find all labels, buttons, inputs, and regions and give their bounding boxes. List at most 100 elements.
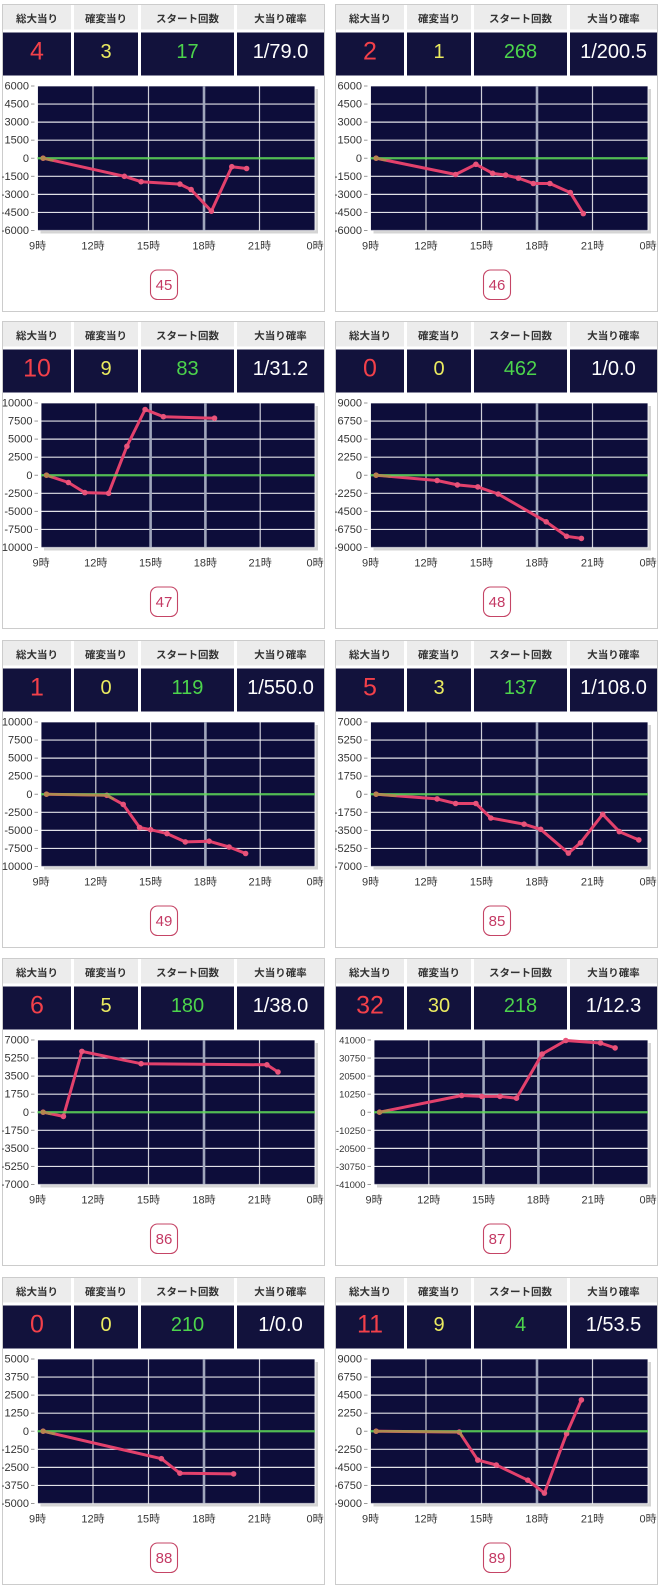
svg-text:-7500: -7500 xyxy=(4,524,32,536)
svg-text:-10000: -10000 xyxy=(2,861,33,873)
svg-text:17: 17 xyxy=(176,41,198,63)
svg-text:2500: 2500 xyxy=(8,771,32,783)
svg-text:-7000: -7000 xyxy=(2,1179,29,1191)
svg-text:1/0.0: 1/0.0 xyxy=(258,1314,302,1336)
svg-text:4: 4 xyxy=(30,38,44,66)
svg-text:-1250: -1250 xyxy=(2,1444,29,1456)
svg-text:-10250: -10250 xyxy=(336,1126,366,1137)
svg-text:12: 12 xyxy=(84,558,96,570)
svg-text:-30750: -30750 xyxy=(336,1162,366,1173)
svg-text:87: 87 xyxy=(489,1231,506,1248)
svg-text:1/0.0: 1/0.0 xyxy=(591,358,635,380)
svg-text:-5000: -5000 xyxy=(4,825,32,837)
svg-text:-3500: -3500 xyxy=(2,1143,29,1155)
svg-text:5: 5 xyxy=(100,995,111,1017)
svg-text:86: 86 xyxy=(156,1231,173,1248)
svg-text:-2500: -2500 xyxy=(4,488,32,500)
svg-text:-6750: -6750 xyxy=(335,524,362,536)
svg-text:-10000: -10000 xyxy=(2,542,33,554)
svg-text:9: 9 xyxy=(29,1514,35,1526)
svg-text:-3000: -3000 xyxy=(335,189,362,201)
svg-text:21: 21 xyxy=(582,1195,594,1207)
svg-text:49: 49 xyxy=(156,913,173,930)
svg-text:18: 18 xyxy=(525,241,537,253)
svg-text:15: 15 xyxy=(470,558,482,570)
svg-text:1500: 1500 xyxy=(338,135,362,147)
svg-text:9: 9 xyxy=(362,241,368,253)
svg-text:180: 180 xyxy=(171,995,204,1017)
svg-text:1750: 1750 xyxy=(338,771,362,783)
svg-text:0: 0 xyxy=(30,1311,44,1339)
svg-text:-1750: -1750 xyxy=(2,1125,29,1137)
svg-text:83: 83 xyxy=(176,358,198,380)
svg-text:10000: 10000 xyxy=(2,398,33,410)
svg-text:10: 10 xyxy=(23,355,51,383)
svg-text:2: 2 xyxy=(363,38,377,66)
svg-text:0: 0 xyxy=(100,1314,111,1336)
svg-text:0: 0 xyxy=(639,1514,645,1526)
svg-text:0: 0 xyxy=(639,558,645,570)
svg-text:4500: 4500 xyxy=(338,1390,362,1402)
svg-text:9: 9 xyxy=(100,358,111,380)
svg-text:5000: 5000 xyxy=(5,1354,29,1366)
svg-text:21: 21 xyxy=(581,877,593,889)
svg-text:-4500: -4500 xyxy=(335,207,362,219)
svg-text:21: 21 xyxy=(581,241,593,253)
svg-text:12: 12 xyxy=(414,1514,426,1526)
svg-text:0: 0 xyxy=(360,1108,365,1119)
svg-text:3750: 3750 xyxy=(5,1372,29,1384)
svg-text:-7000: -7000 xyxy=(335,861,362,873)
svg-text:47: 47 xyxy=(156,594,173,611)
svg-text:9: 9 xyxy=(362,877,368,889)
svg-text:12: 12 xyxy=(81,1514,93,1526)
svg-text:89: 89 xyxy=(489,1550,506,1567)
svg-text:0: 0 xyxy=(306,558,312,570)
svg-text:-9000: -9000 xyxy=(335,542,362,554)
svg-text:9: 9 xyxy=(32,558,38,570)
svg-text:-4500: -4500 xyxy=(2,207,29,219)
svg-text:1/79.0: 1/79.0 xyxy=(253,41,309,63)
svg-text:0: 0 xyxy=(26,470,32,482)
svg-text:3: 3 xyxy=(100,41,111,63)
svg-text:1/108.0: 1/108.0 xyxy=(580,677,647,699)
svg-text:15: 15 xyxy=(137,1514,149,1526)
svg-text:15: 15 xyxy=(137,1195,149,1207)
svg-text:0: 0 xyxy=(100,677,111,699)
svg-text:1: 1 xyxy=(433,41,444,63)
svg-text:-2250: -2250 xyxy=(335,488,362,500)
svg-text:2250: 2250 xyxy=(338,452,362,464)
svg-text:45: 45 xyxy=(156,277,173,294)
svg-text:21: 21 xyxy=(581,1514,593,1526)
svg-text:21: 21 xyxy=(581,558,593,570)
svg-text:10000: 10000 xyxy=(2,717,33,729)
svg-text:1/53.5: 1/53.5 xyxy=(586,1314,642,1336)
svg-text:7500: 7500 xyxy=(8,416,32,428)
svg-text:-6750: -6750 xyxy=(335,1480,362,1492)
svg-text:12: 12 xyxy=(414,877,426,889)
svg-text:9: 9 xyxy=(29,1195,35,1207)
svg-text:5000: 5000 xyxy=(8,434,32,446)
svg-text:0: 0 xyxy=(433,358,444,380)
svg-text:-5250: -5250 xyxy=(2,1161,29,1173)
svg-text:4500: 4500 xyxy=(338,434,362,446)
svg-text:218: 218 xyxy=(504,995,537,1017)
svg-text:2500: 2500 xyxy=(5,1390,29,1402)
svg-text:85: 85 xyxy=(489,913,506,930)
svg-text:3: 3 xyxy=(433,677,444,699)
svg-text:0: 0 xyxy=(23,153,29,165)
svg-text:7000: 7000 xyxy=(5,1035,29,1047)
svg-text:1/550.0: 1/550.0 xyxy=(247,677,314,699)
svg-text:0: 0 xyxy=(356,470,362,482)
svg-text:4500: 4500 xyxy=(5,99,29,111)
svg-text:3500: 3500 xyxy=(338,753,362,765)
svg-text:462: 462 xyxy=(504,358,537,380)
svg-text:21: 21 xyxy=(248,1514,260,1526)
svg-text:210: 210 xyxy=(171,1314,204,1336)
svg-text:6750: 6750 xyxy=(338,416,362,428)
svg-text:0: 0 xyxy=(306,877,312,889)
svg-text:0: 0 xyxy=(23,1107,29,1119)
svg-text:12: 12 xyxy=(81,241,93,253)
svg-text:9000: 9000 xyxy=(338,398,362,410)
svg-text:10250: 10250 xyxy=(339,1090,365,1101)
svg-text:0: 0 xyxy=(363,355,377,383)
